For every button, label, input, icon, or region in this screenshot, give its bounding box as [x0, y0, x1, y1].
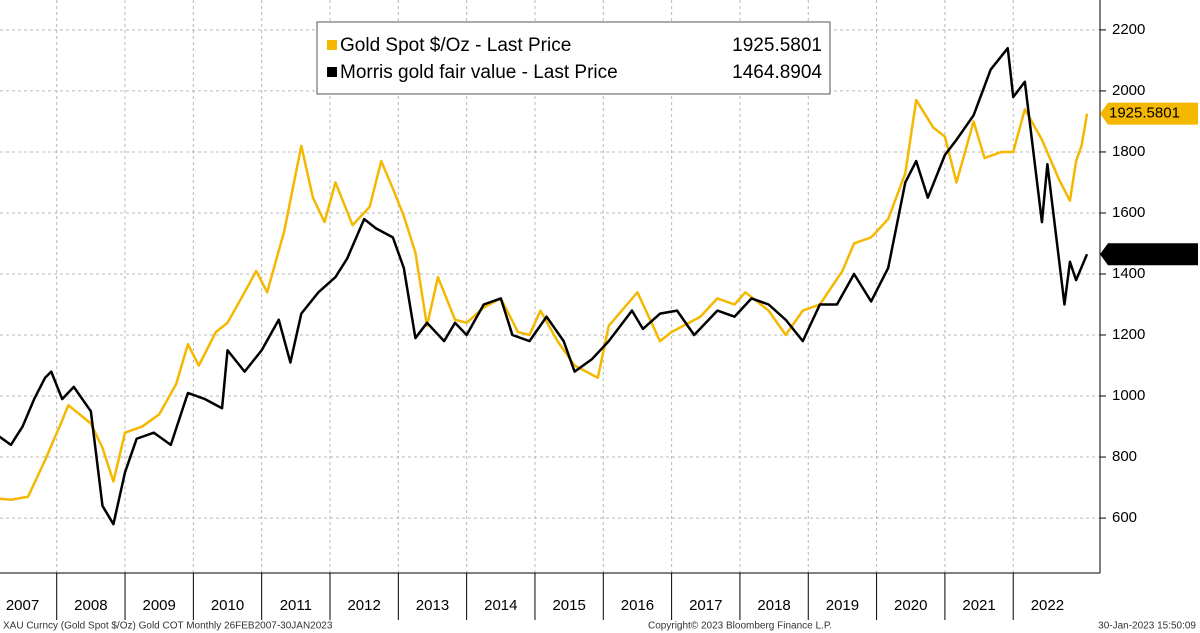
x-tick-label: 2007	[6, 597, 39, 614]
legend-swatch	[327, 67, 337, 77]
x-tick-label: 2012	[347, 597, 380, 614]
x-tick-label: 2017	[689, 597, 722, 614]
legend-label: Morris gold fair value - Last Price	[340, 62, 618, 83]
x-tick-label: 2020	[894, 597, 927, 614]
x-tick-label: 2016	[621, 597, 654, 614]
y-tick-label: 800	[1112, 448, 1137, 465]
y-tick-label: 1400	[1112, 265, 1145, 282]
y-tick-label: 2000	[1112, 82, 1145, 99]
x-tick-label: 2008	[74, 597, 107, 614]
legend-label: Gold Spot $/Oz - Last Price	[340, 35, 571, 56]
x-tick-label: 2015	[552, 597, 585, 614]
last-value-tag	[1100, 243, 1198, 266]
legend-box	[316, 21, 831, 95]
x-tick-label: 2018	[757, 597, 790, 614]
x-tick-label: 2019	[826, 597, 859, 614]
legend: Gold Spot $/Oz - Last Price 1925.5801 Mo…	[316, 21, 831, 95]
y-tick-label: 1200	[1112, 326, 1145, 343]
axis-labels: 600 800 1000 1200 1400 1600 1800 2000 2200 2007 20…	[6, 21, 1198, 620]
x-tick-label: 2009	[143, 597, 176, 614]
x-tick-label: 2010	[211, 597, 244, 614]
legend-value: 1464.8904	[732, 62, 822, 83]
legend-value: 1925.5801	[732, 35, 822, 56]
x-tick-label: 2014	[484, 597, 517, 614]
y-tick-label: 1800	[1112, 143, 1145, 160]
last-value-label: 1925.5801	[1109, 105, 1180, 122]
series-line	[0, 98, 1089, 502]
x-tick-label: 2021	[962, 597, 995, 614]
y-tick-label: 1000	[1112, 387, 1145, 404]
footer-timestamp: 30-Jan-2023 15:50:09	[1098, 621, 1196, 632]
x-tick-label: 2013	[416, 597, 449, 614]
last-value-label: 1464.8904	[1109, 245, 1180, 262]
legend-swatch	[327, 40, 337, 50]
footer-source: XAU Curncy (Gold Spot $/Oz) Gold COT Mon…	[3, 621, 333, 632]
lines	[0, 46, 1089, 526]
y-tick-label: 1600	[1112, 204, 1145, 221]
x-tick-label: 2011	[280, 597, 312, 614]
y-tick-label: 2200	[1112, 21, 1145, 38]
x-tick-label: 2022	[1031, 597, 1064, 614]
footer-copyright: Copyright© 2023 Bloomberg Finance L.P.	[648, 621, 832, 632]
last-value-tag	[1100, 102, 1198, 125]
series-line	[0, 46, 1089, 526]
y-tick-label: 600	[1112, 509, 1137, 526]
